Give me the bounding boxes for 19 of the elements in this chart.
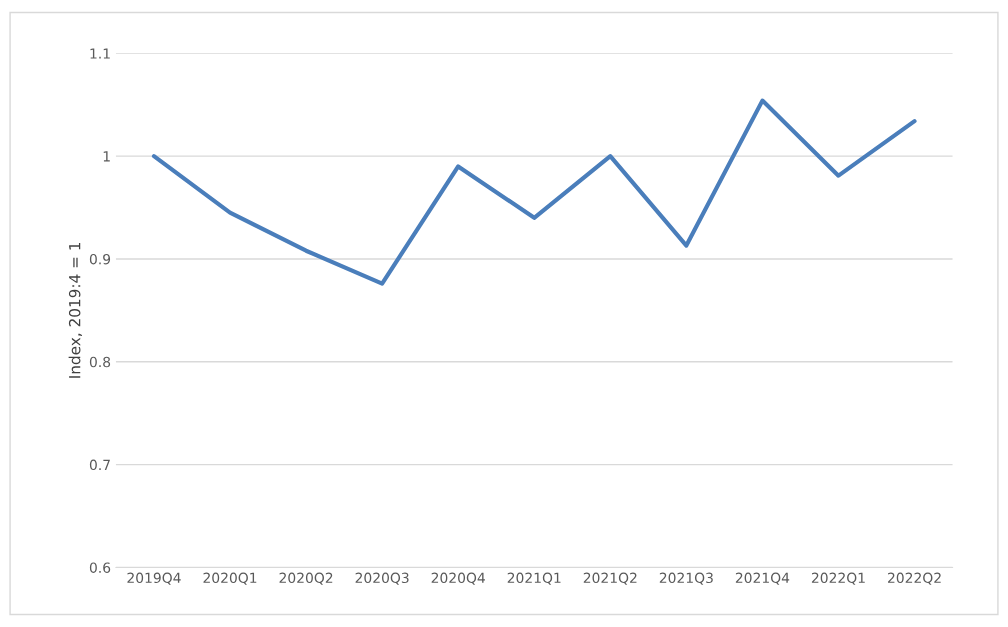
x-tick-label: 2021Q1	[507, 572, 561, 585]
x-tick-label: 2020Q1	[203, 572, 257, 585]
y-tick-label: 0.9	[89, 253, 111, 265]
y-tick-label: 1.1	[90, 48, 110, 59]
y-tick-label: 0.8	[89, 356, 111, 368]
x-tick-label: 2021Q4	[735, 572, 790, 585]
line-series	[151, 98, 917, 286]
y-tick-label: 0.6	[89, 562, 111, 573]
x-tick-label: 2020Q4	[431, 572, 485, 585]
y-axis-title: Index, 2019:4 = 1	[68, 242, 83, 378]
x-tick-label: 2021Q3	[659, 572, 713, 585]
x-tick-label: 2019Q4	[127, 572, 181, 585]
x-tick-label: 2020Q3	[355, 572, 409, 585]
y-tick-label: 0.7	[89, 459, 110, 471]
x-tick-label: 2020Q2	[279, 572, 333, 585]
y-tick-label: 1	[103, 151, 110, 162]
x-tick-label: 2022Q1	[811, 572, 865, 585]
x-tick-label: 2021Q2	[583, 572, 637, 585]
x-tick-label: 2022Q2	[887, 572, 941, 585]
